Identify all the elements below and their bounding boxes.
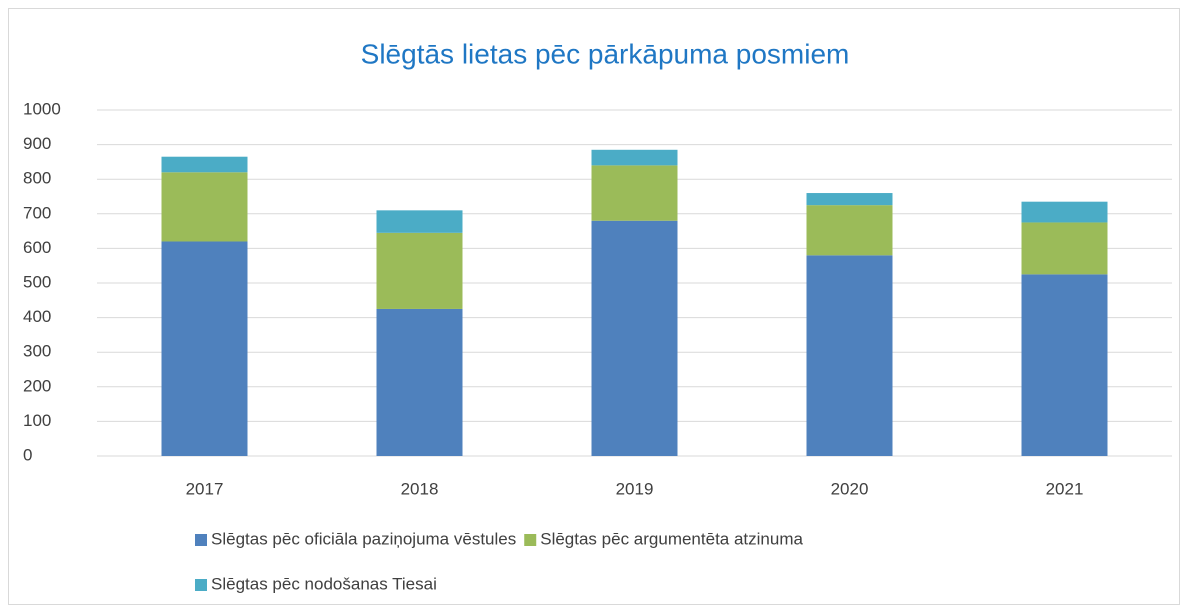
bar-segment	[806, 255, 893, 456]
bar-segment	[376, 232, 463, 309]
bar-segment	[591, 220, 678, 456]
x-tick-label: 2017	[186, 479, 224, 498]
y-tick-label: 100	[23, 411, 51, 430]
chart-title: Slēgtās lietas pēc pārkāpuma posmiem	[361, 38, 850, 69]
bar-segment	[806, 205, 893, 256]
bar-segment	[1021, 201, 1108, 223]
y-tick-label: 400	[23, 307, 51, 326]
bar-segment	[376, 210, 463, 233]
y-tick-label: 600	[23, 238, 51, 257]
bar-segment	[1021, 274, 1108, 456]
y-tick-label: 500	[23, 272, 51, 291]
bar-segment	[376, 308, 463, 456]
legend-label: Slēgtas pēc argumentēta atzinuma	[540, 529, 803, 548]
x-tick-label: 2021	[1046, 479, 1084, 498]
bar-segment	[806, 193, 893, 206]
y-tick-label: 0	[23, 445, 32, 464]
bar-segment	[591, 149, 678, 166]
legend-label: Slēgtas pēc nodošanas Tiesai	[211, 574, 437, 593]
bar-segment	[1021, 222, 1108, 275]
x-tick-label: 2020	[831, 479, 869, 498]
legend-swatch	[195, 579, 207, 591]
x-tick-label: 2019	[616, 479, 654, 498]
y-tick-label: 1000	[23, 99, 61, 118]
x-tick-label: 2018	[401, 479, 439, 498]
legend-swatch	[524, 534, 537, 546]
legend-swatch	[195, 534, 207, 546]
y-tick-label: 900	[23, 134, 51, 153]
bar-segment	[161, 172, 248, 242]
bar-segment	[591, 165, 678, 221]
legend-label: Slēgtas pēc oficiāla paziņojuma vēstules	[211, 529, 516, 548]
bar-segment	[161, 156, 248, 173]
y-tick-label: 800	[23, 169, 51, 188]
y-tick-label: 700	[23, 203, 51, 222]
y-tick-label: 200	[23, 376, 51, 395]
y-tick-label: 300	[23, 342, 51, 361]
bar-segment	[161, 241, 248, 456]
